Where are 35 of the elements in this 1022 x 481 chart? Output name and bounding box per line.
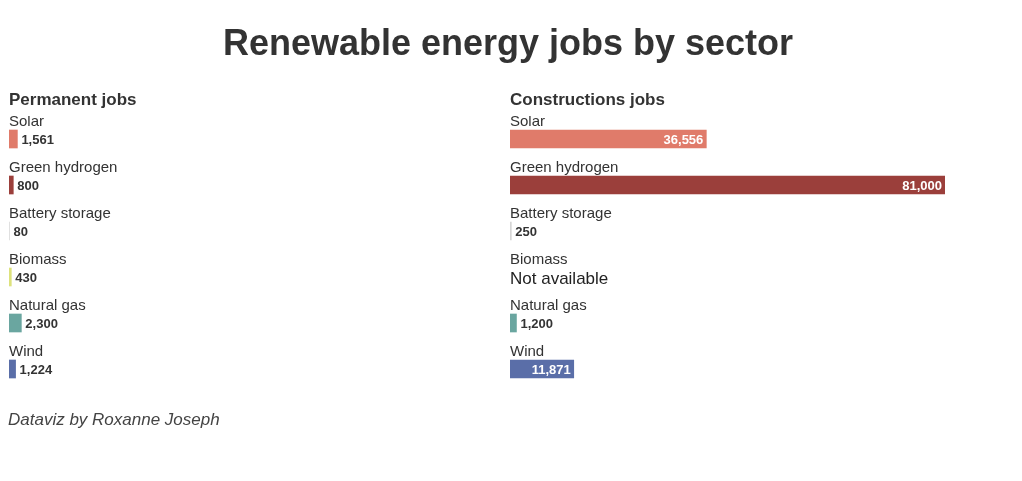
bar xyxy=(9,359,16,379)
y-tick-label: Battery storage xyxy=(510,204,612,221)
data-label: 800 xyxy=(17,177,39,193)
data-label: 81,000 xyxy=(902,177,942,193)
y-tick-label: Solar xyxy=(9,112,45,129)
y-tick-label: Biomass xyxy=(9,250,67,267)
data-label: 1,224 xyxy=(19,361,53,377)
y-tick-label: Green hydrogen xyxy=(510,158,619,175)
text: Renewable energy jobs by sector xyxy=(222,22,794,63)
bar xyxy=(9,313,22,333)
y-tick-label: Battery storage xyxy=(9,204,111,221)
data-label: 1,561 xyxy=(21,131,54,147)
data-label: 1,200 xyxy=(520,315,553,331)
chart-subtitle: Constructions jobs xyxy=(510,90,666,110)
data-label: 430 xyxy=(15,269,38,285)
y-tick-label: Natural gas xyxy=(9,296,86,313)
data-label: 2,300 xyxy=(25,315,58,331)
data-label: 11,871 xyxy=(531,361,571,377)
data-label: 250 xyxy=(515,223,538,239)
text: Permanent jobs xyxy=(9,90,138,110)
y-tick-label: Wind xyxy=(9,342,44,359)
data-label: 36,556 xyxy=(663,131,704,147)
text: Dataviz by Roxanne Joseph xyxy=(8,410,221,430)
data-label: 80 xyxy=(13,223,28,239)
bar xyxy=(510,175,945,195)
bar xyxy=(9,129,18,149)
y-tick-label: Solar xyxy=(510,112,546,129)
y-tick-label: Biomass xyxy=(510,250,568,267)
y-tick-label: Natural gas xyxy=(510,296,587,313)
y-tick-label: Wind xyxy=(510,342,545,359)
bar xyxy=(9,175,14,195)
bar xyxy=(9,267,12,287)
text: Not available xyxy=(510,268,609,288)
y-tick-label: Green hydrogen xyxy=(9,158,118,175)
bar xyxy=(510,313,517,333)
